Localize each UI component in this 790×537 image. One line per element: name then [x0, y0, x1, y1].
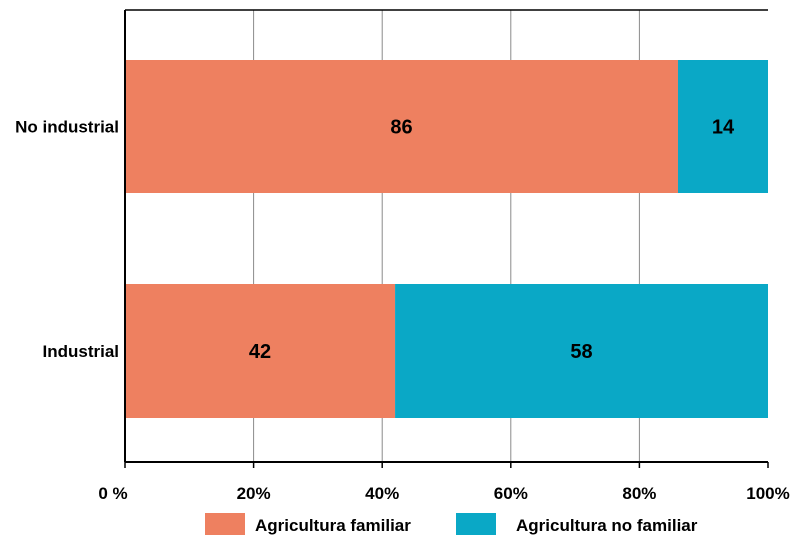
bar-industrial-no-familiar [395, 284, 768, 418]
x-tick-label-100: 100% [746, 484, 789, 503]
x-tick-label-80: 80% [622, 484, 656, 503]
data-label-industrial-no-familiar: 58 [570, 341, 592, 363]
x-tick-label-40: 40% [365, 484, 399, 503]
x-tick-label-60: 60% [494, 484, 528, 503]
x-axis-tick-labels: 0 % 20% 40% 60% 80% 100% [98, 484, 789, 503]
bar-no-industrial-no-familiar [677, 60, 768, 193]
category-labels: No industrial Industrial [15, 118, 119, 362]
legend: Agricultura familiar Agricultura no famil… [205, 513, 698, 535]
bar-industrial-familiar [125, 284, 396, 418]
data-label-no-industrial-no-familiar: 14 [712, 117, 735, 139]
legend-label-familiar: Agricultura familiar [255, 516, 411, 535]
legend-swatch-no-familiar [456, 513, 496, 535]
x-tick-label-20: 20% [237, 484, 271, 503]
bars: 86 14 42 58 [125, 60, 768, 418]
bar-no-industrial-familiar [125, 60, 678, 193]
category-label-no-industrial: No industrial [15, 118, 119, 137]
plot-frame [124, 9, 769, 468]
category-label-industrial: Industrial [42, 342, 119, 361]
legend-label-no-familiar: Agricultura no familiar [516, 516, 698, 535]
legend-swatch-familiar [205, 513, 245, 535]
data-label-no-industrial-familiar: 86 [390, 117, 412, 139]
x-tick-label-0: 0 % [98, 484, 127, 503]
data-label-industrial-familiar: 42 [249, 341, 271, 363]
